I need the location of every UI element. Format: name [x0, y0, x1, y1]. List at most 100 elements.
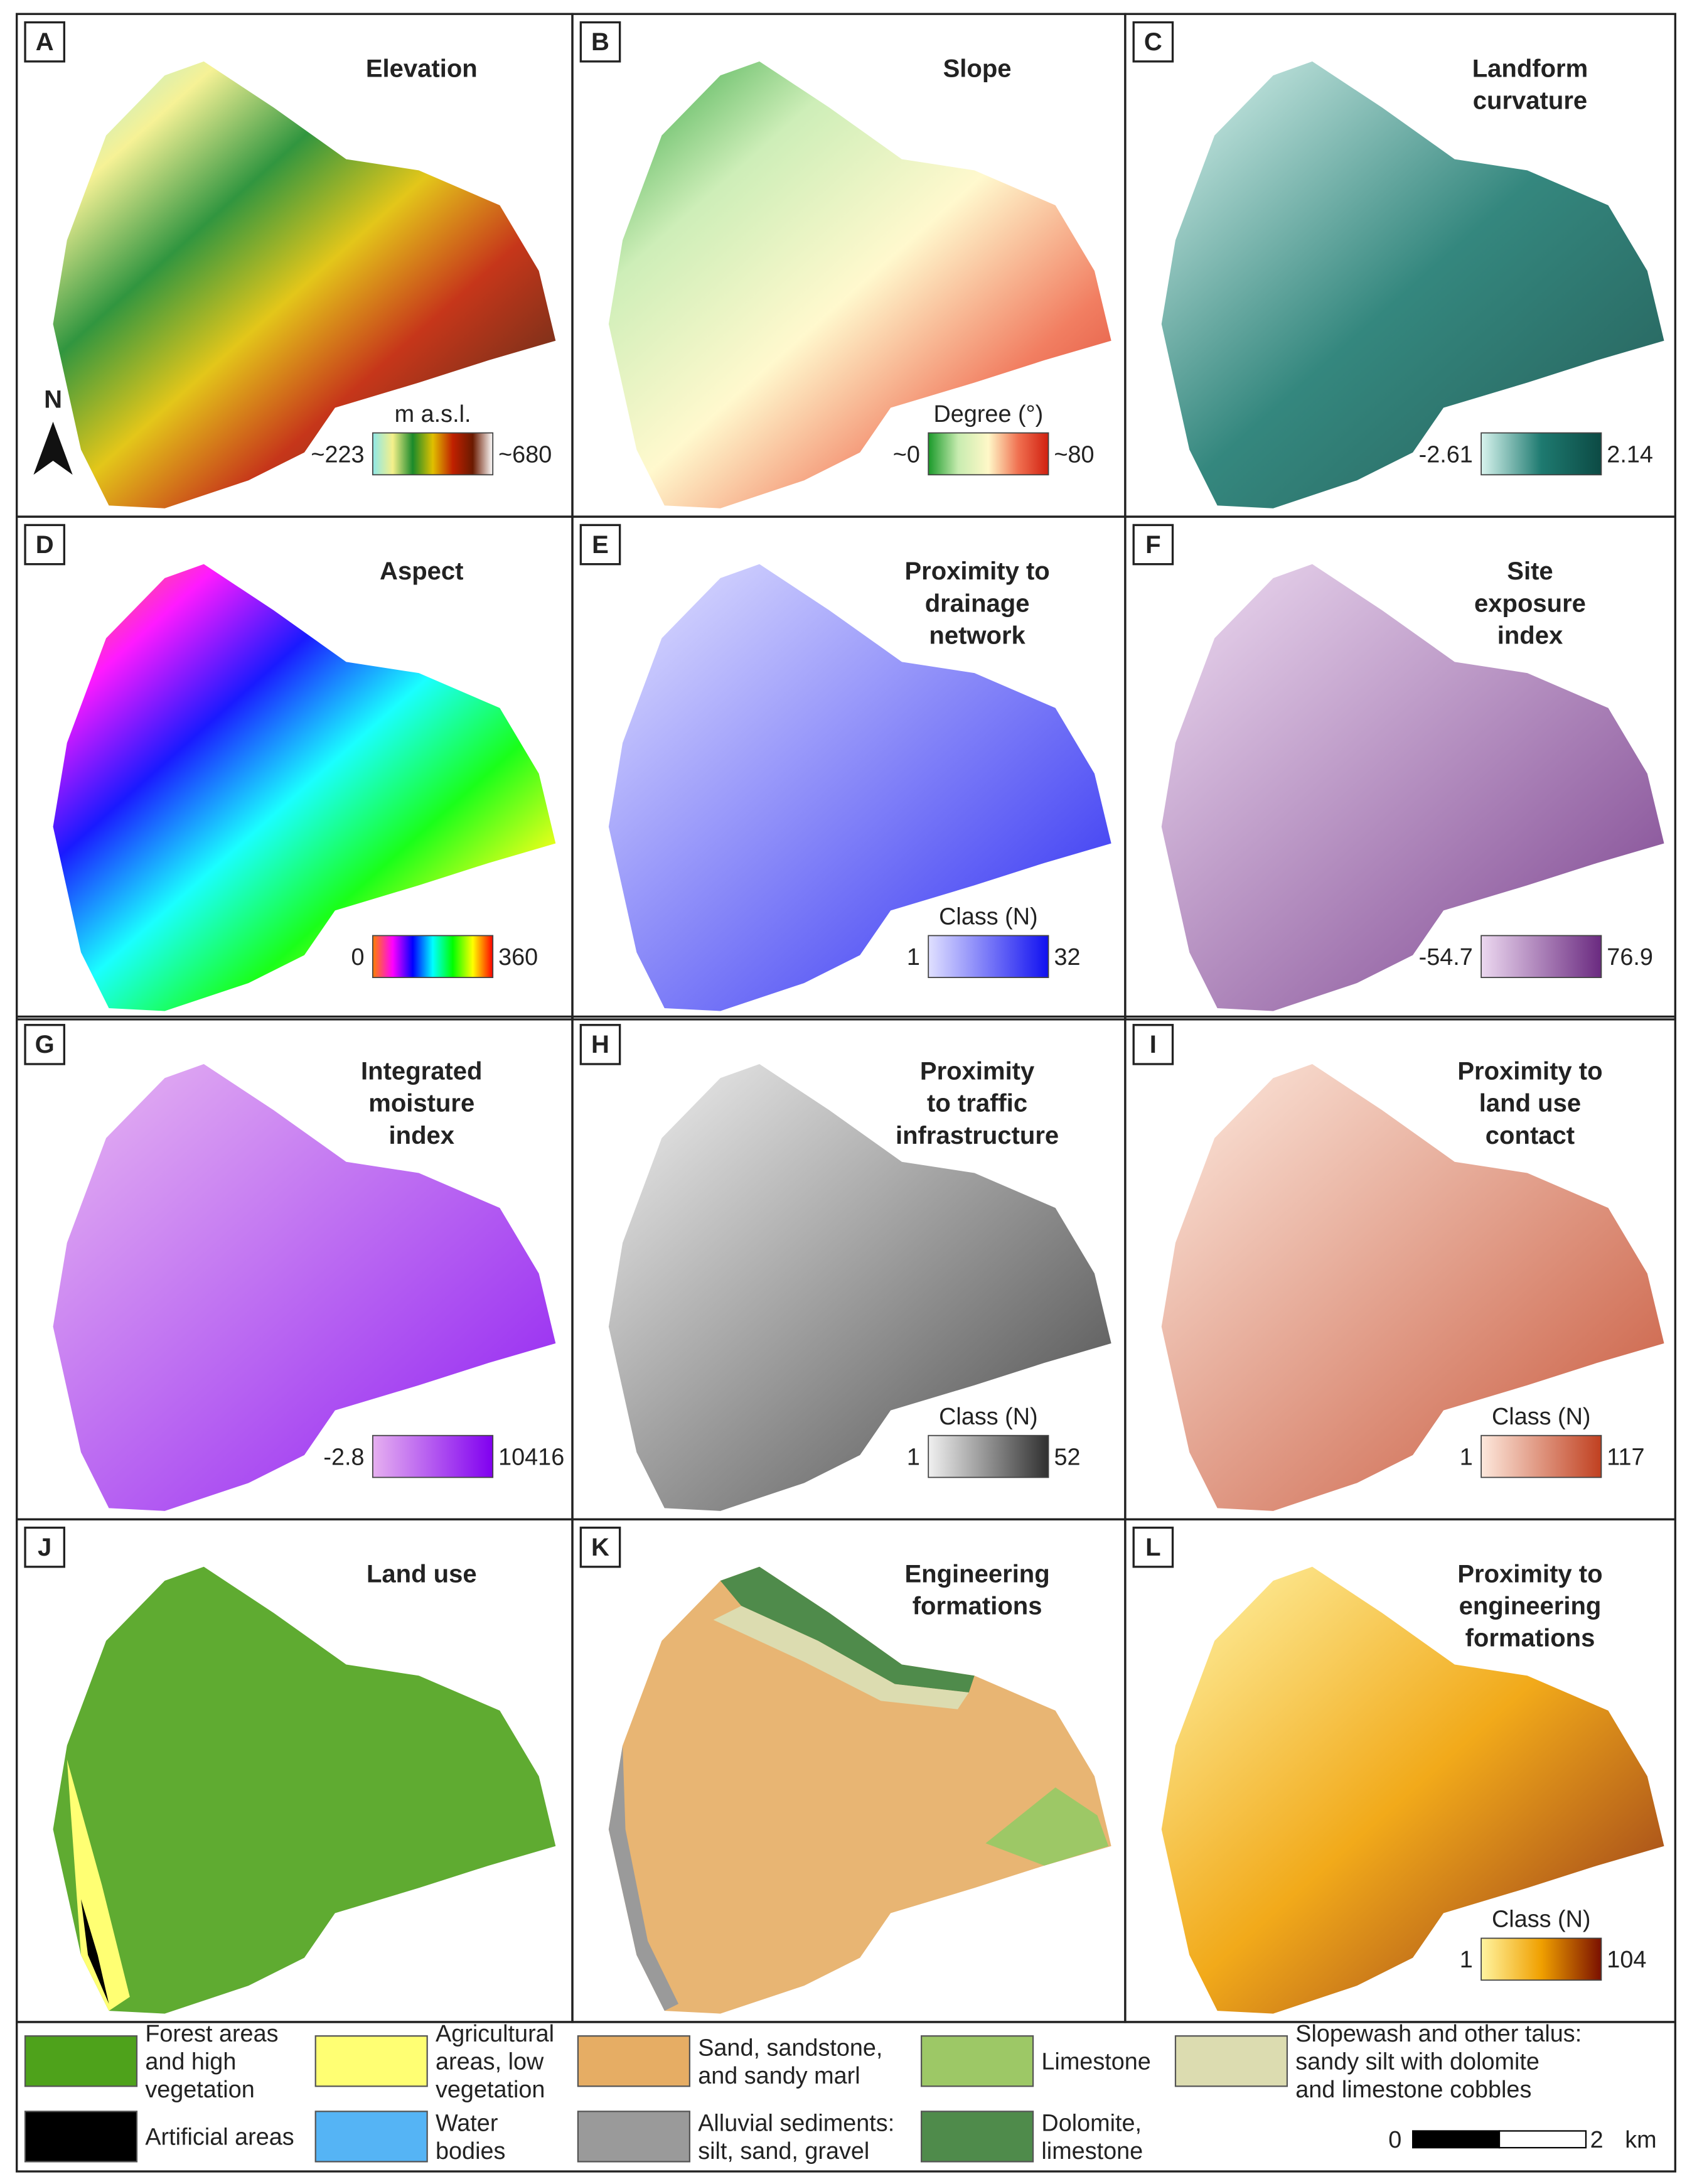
legend-swatch: [1174, 2035, 1288, 2087]
panel-title: Proximity to: [1457, 1057, 1602, 1085]
legend-max: 117: [1607, 1444, 1644, 1470]
panel-letter: F: [1145, 531, 1160, 559]
panel-letter: C: [1144, 28, 1162, 56]
legend-label: Forest areas: [145, 2021, 278, 2047]
panel-title: Slope: [943, 55, 1012, 82]
legend-max: 360: [498, 944, 538, 971]
panel-letter-box: [1132, 21, 1174, 63]
map-patch: [608, 1745, 679, 2011]
panel-letter-box: [579, 524, 621, 566]
panel-letter: L: [1145, 1534, 1160, 1561]
legend-title: Class (N): [1492, 1404, 1590, 1430]
legend-swatch: [24, 2111, 138, 2163]
map: [608, 61, 1111, 508]
legend-label: Sand, sandstone,: [698, 2035, 882, 2061]
map-area: [608, 1566, 1111, 2014]
legend-min: 0: [351, 944, 365, 971]
legend-bar: [928, 432, 1049, 476]
panel-title: Engineering: [904, 1560, 1049, 1588]
legend-bar: [1480, 1937, 1602, 1981]
map: [53, 1064, 556, 1511]
map-area: [1161, 1064, 1664, 1511]
legend-swatch: [314, 2111, 428, 2163]
panel-title: formations: [913, 1592, 1042, 1620]
panel-letter-box: [1132, 524, 1174, 566]
panel-letter-box: [1132, 1526, 1174, 1568]
panel-letter: H: [591, 1031, 609, 1058]
legend-label: areas, low: [436, 2049, 544, 2075]
map: [1161, 1566, 1664, 2014]
panel-letter: G: [35, 1031, 55, 1058]
legend-label: Water: [436, 2110, 498, 2136]
scale-bar-black: [1412, 2130, 1501, 2149]
panel-title: network: [929, 621, 1025, 649]
legend-title: m a.s.l.: [395, 401, 471, 428]
panel-title: Landform: [1472, 55, 1588, 82]
legend-title: Degree (°): [934, 401, 1044, 428]
panel-letter: K: [591, 1534, 609, 1561]
legend-label: vegetation: [145, 2077, 254, 2103]
legend-label: sandy silt with dolomite: [1295, 2049, 1539, 2075]
legend-min: ~223: [311, 441, 364, 468]
legend-bar: [1480, 935, 1602, 978]
map-patch: [720, 1566, 975, 1693]
panel-letter: J: [38, 1534, 51, 1561]
panel-letter-box: [579, 1024, 621, 1065]
north-label: N: [44, 386, 62, 414]
legend-min: -2.61: [1419, 441, 1473, 468]
legend-max: 52: [1054, 1444, 1080, 1470]
map-area: [1161, 61, 1664, 508]
map: [1161, 1064, 1664, 1511]
panel-letter: B: [591, 28, 609, 56]
scale-bar-white: [1498, 2130, 1587, 2149]
map-patch: [81, 1899, 109, 2004]
legend-bar: [928, 1434, 1049, 1478]
legend-label: and sandy marl: [698, 2063, 860, 2089]
legend-min: 1: [1460, 1444, 1473, 1470]
legend-swatch: [921, 2111, 1034, 2163]
legend-swatch: [314, 2035, 428, 2087]
legend-title: Class (N): [939, 1404, 1037, 1430]
map-patch: [67, 1759, 130, 2011]
panel-frame: [1124, 515, 1676, 1021]
legend-min: 1: [1460, 1947, 1473, 1973]
legend-label: and high: [145, 2049, 236, 2075]
panel-title: Elevation: [366, 55, 478, 82]
legend-bar: [372, 1434, 494, 1478]
panel-letter: E: [592, 531, 609, 559]
map-area: [1161, 564, 1664, 1011]
panel-title: Proximity to: [1457, 1560, 1602, 1588]
panel-letter: D: [36, 531, 54, 559]
legend-bar: [928, 935, 1049, 978]
legend-title: Class (N): [1492, 1907, 1590, 1933]
legend-min: -2.8: [323, 1444, 364, 1470]
map: [1161, 61, 1664, 508]
panel-letter-box: [24, 21, 65, 63]
panel-letter-box: [1132, 1024, 1174, 1065]
map-patch: [985, 1787, 1109, 1866]
map-area: [608, 564, 1111, 1011]
legend-label: vegetation: [436, 2077, 545, 2103]
legend-label: limestone: [1041, 2138, 1143, 2165]
panel-title: Site: [1507, 557, 1553, 585]
legend-min: 1: [907, 944, 920, 971]
legend-swatch: [24, 2035, 138, 2087]
panel-title: Proximity: [920, 1057, 1035, 1085]
legend-label: Artificial areas: [145, 2124, 294, 2151]
panel-letter-box: [24, 524, 65, 566]
panel-title: exposure: [1474, 589, 1586, 617]
panel-letter-box: [579, 1526, 621, 1568]
legend-min: 1: [907, 1444, 920, 1470]
legend-max: 32: [1054, 944, 1080, 971]
legend-swatch: [577, 2111, 690, 2163]
legend-max: 2.14: [1607, 441, 1653, 468]
panel-title: contact: [1486, 1122, 1575, 1149]
legend-label: Slopewash and other talus:: [1295, 2021, 1582, 2047]
panel-title: formations: [1465, 1625, 1595, 1652]
legend-max: 104: [1607, 1947, 1646, 1973]
legend-label: Agricultural: [436, 2021, 554, 2047]
legend-min: ~0: [893, 441, 920, 468]
legend-max: ~680: [498, 441, 552, 468]
